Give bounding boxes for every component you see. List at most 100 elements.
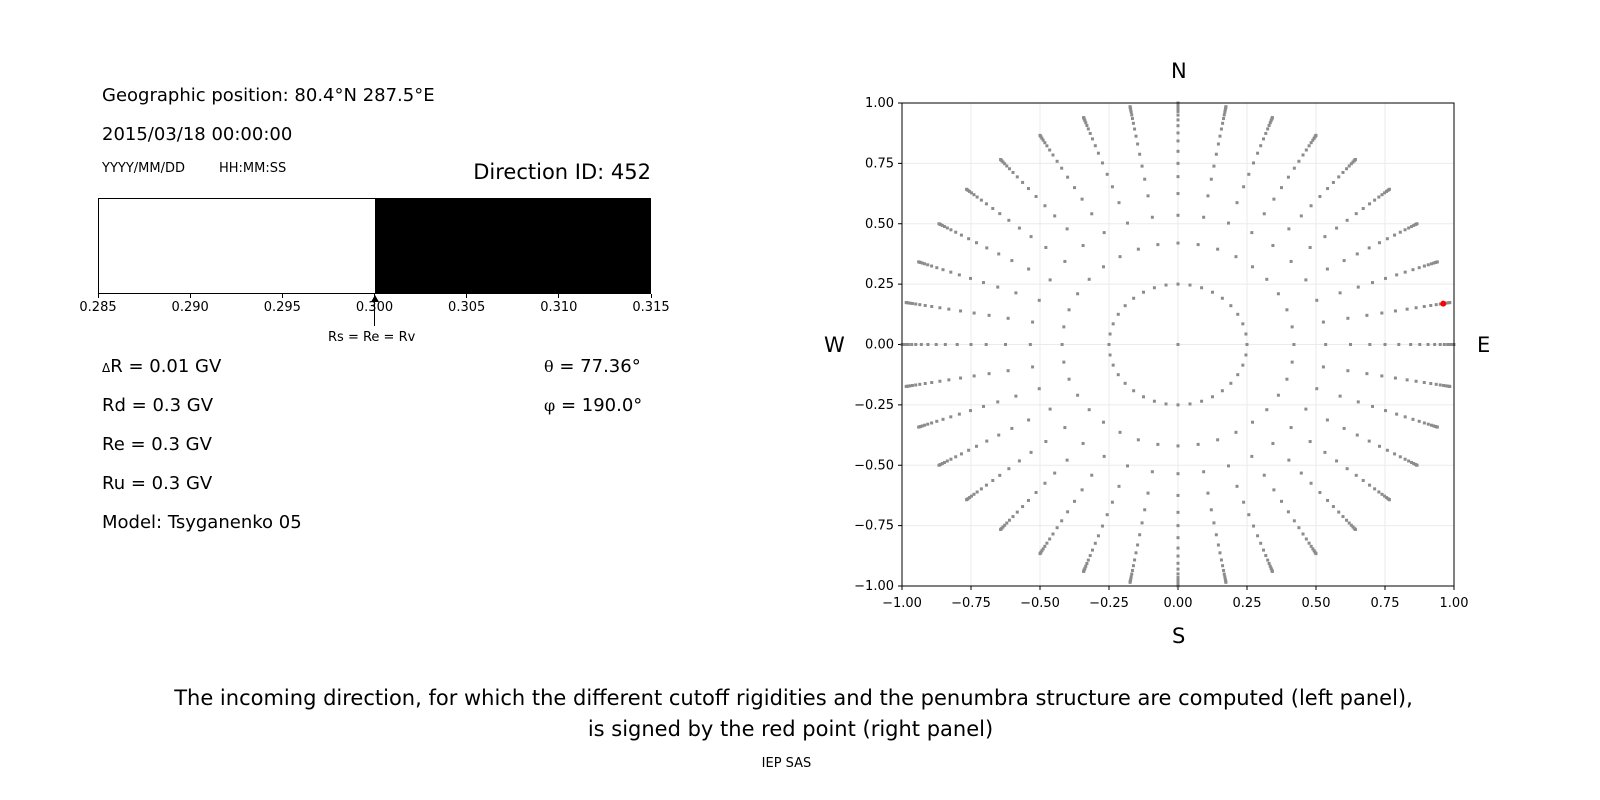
direction-point	[923, 382, 927, 386]
direction-point	[1048, 407, 1052, 411]
direction-point	[1076, 292, 1080, 296]
bar-tick	[558, 294, 560, 298]
direction-point	[1117, 201, 1121, 205]
direction-point	[1082, 116, 1086, 120]
direction-point	[1276, 393, 1280, 397]
direction-point	[1342, 259, 1346, 263]
direction-point	[940, 462, 944, 466]
direction-point	[1365, 372, 1369, 376]
direction-point	[1331, 505, 1335, 509]
geographic-position: Geographic position: 80.4°N 287.5°E	[102, 85, 435, 106]
direction-point	[1007, 467, 1011, 471]
direction-point	[1354, 473, 1358, 477]
direction-point	[1176, 213, 1180, 217]
direction-point	[1422, 380, 1426, 384]
direction-point	[1224, 105, 1228, 109]
direction-point	[943, 343, 947, 346]
direction-point	[996, 285, 1000, 289]
direction-point	[1309, 204, 1313, 208]
direction-point	[1222, 568, 1226, 572]
direction-point	[1292, 343, 1296, 346]
direction-point	[1096, 151, 1100, 155]
direction-point	[1146, 194, 1150, 198]
direction-point	[1130, 117, 1134, 121]
direction-point	[1345, 167, 1349, 171]
direction-point	[1083, 119, 1087, 123]
direction-point	[949, 415, 953, 419]
direction-point	[1393, 309, 1397, 313]
direction-point	[1326, 498, 1330, 502]
direction-point	[1015, 175, 1019, 179]
direction-point	[941, 268, 945, 272]
direction-point	[941, 417, 945, 421]
direction-point	[1223, 108, 1227, 112]
delta-symbol: Δ	[102, 361, 111, 375]
direction-point	[1405, 378, 1409, 382]
direction-point	[1221, 564, 1225, 568]
direction-point	[1176, 578, 1180, 582]
direction-point	[926, 343, 930, 346]
direction-point	[1353, 527, 1357, 531]
bar-tick-label: 0.310	[540, 300, 578, 315]
direction-point	[1100, 524, 1104, 528]
direction-point	[1426, 422, 1430, 426]
direction-point	[979, 487, 983, 491]
direction-point	[969, 409, 973, 413]
direction-point	[1130, 572, 1134, 576]
direction-point	[1236, 373, 1240, 377]
direction-point	[1219, 127, 1223, 131]
direction-point	[1287, 227, 1291, 231]
direction-point	[1060, 519, 1064, 523]
direction-point	[940, 223, 944, 227]
direction-point	[1387, 187, 1391, 191]
direction-point	[1309, 141, 1313, 145]
direction-point	[942, 460, 946, 464]
direction-point	[1176, 524, 1180, 528]
direction-point	[1289, 426, 1293, 430]
direction-point	[1136, 438, 1140, 442]
direction-point	[1397, 343, 1401, 346]
direction-point	[1311, 138, 1315, 142]
direction-point	[1271, 244, 1275, 248]
datetime: 2015/03/18 00:00:00	[102, 124, 293, 145]
direction-point	[1117, 484, 1121, 488]
direction-point	[1262, 212, 1266, 216]
direction-point	[1304, 537, 1308, 541]
direction-point	[1272, 197, 1276, 201]
direction-point	[1176, 510, 1180, 514]
direction-point	[1383, 191, 1387, 195]
direction-point	[1368, 483, 1372, 487]
direction-point	[1417, 419, 1421, 423]
direction-point	[1107, 343, 1111, 346]
direction-point	[1287, 458, 1291, 462]
direction-point	[1309, 544, 1313, 548]
direction-point	[1280, 499, 1283, 503]
direction-point	[1031, 320, 1035, 324]
direction-point	[972, 311, 976, 315]
direction-point	[1212, 164, 1216, 168]
direction-point	[1331, 180, 1335, 184]
direction-point	[1307, 541, 1311, 545]
direction-point	[1108, 332, 1112, 336]
direction-point	[1088, 554, 1092, 558]
direction-point	[1176, 536, 1180, 540]
direction-point	[959, 452, 963, 456]
x-tick-label: 0.25	[1233, 596, 1262, 611]
direction-point	[1335, 226, 1339, 230]
direction-point	[1129, 108, 1133, 112]
direction-point	[1086, 558, 1090, 562]
direction-point	[1176, 175, 1180, 179]
direction-point	[1262, 137, 1266, 141]
direction-point	[1380, 374, 1384, 378]
direction-point	[1411, 268, 1415, 272]
direction-point	[1371, 404, 1375, 408]
direction-point	[1129, 575, 1133, 579]
direction-point	[918, 303, 922, 307]
direction-point	[1129, 577, 1133, 581]
direction-point	[1345, 467, 1349, 471]
y-tick-label: −1.00	[854, 579, 894, 594]
direction-point	[1065, 227, 1069, 231]
direction-point	[1368, 202, 1372, 206]
y-tick-label: 0.75	[865, 156, 894, 171]
direction-point	[1028, 343, 1032, 346]
